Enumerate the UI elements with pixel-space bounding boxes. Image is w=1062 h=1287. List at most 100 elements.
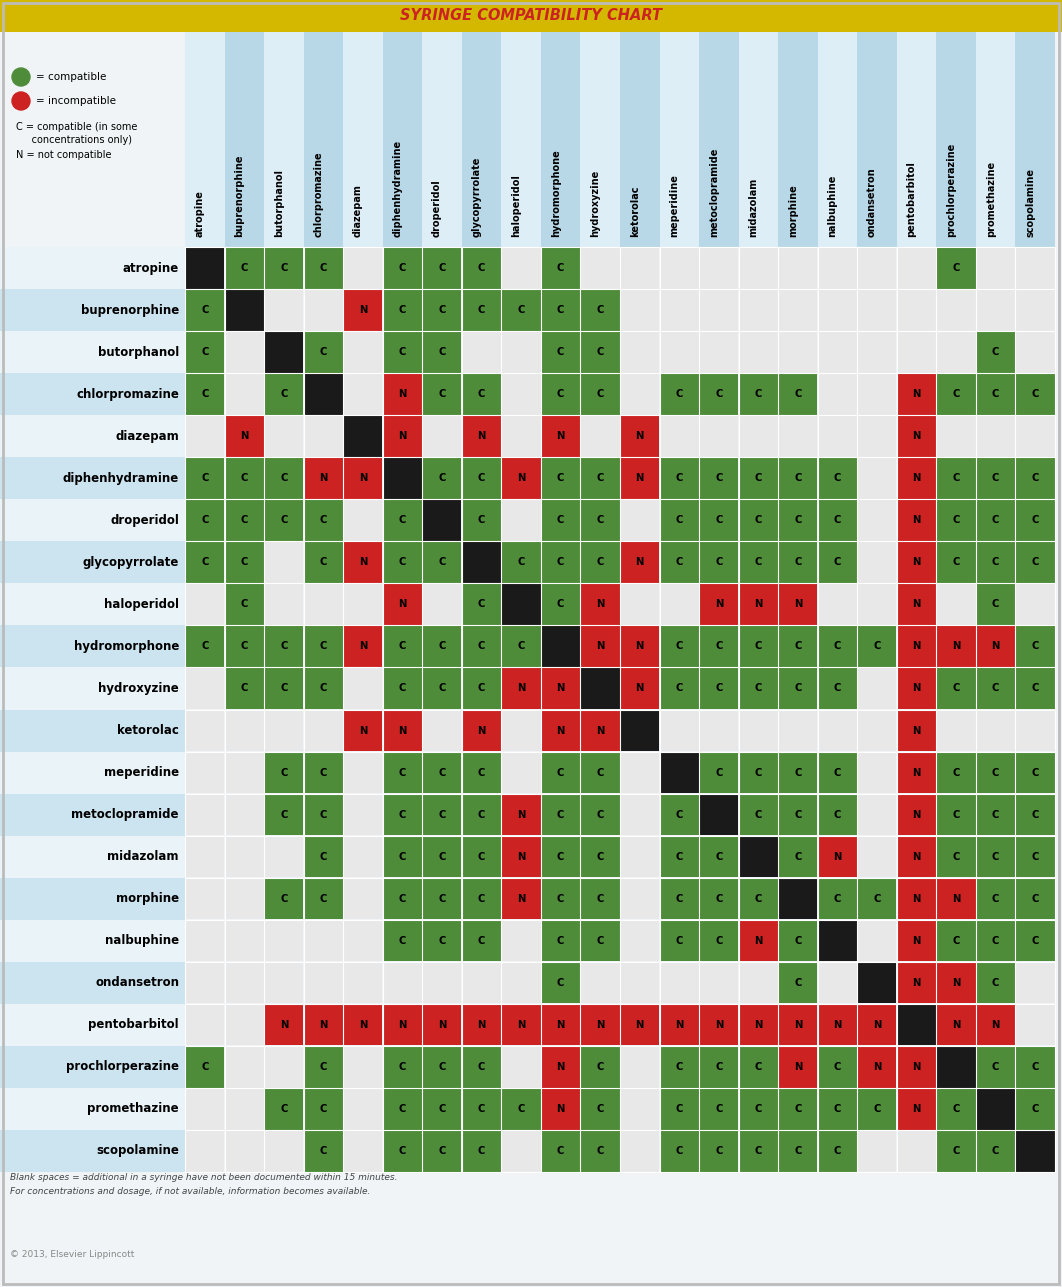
FancyBboxPatch shape bbox=[462, 963, 501, 1004]
FancyBboxPatch shape bbox=[818, 668, 857, 709]
FancyBboxPatch shape bbox=[383, 625, 422, 667]
Text: C: C bbox=[834, 810, 841, 820]
FancyBboxPatch shape bbox=[186, 668, 224, 709]
FancyBboxPatch shape bbox=[858, 373, 896, 414]
FancyBboxPatch shape bbox=[778, 373, 818, 414]
FancyBboxPatch shape bbox=[778, 32, 818, 247]
FancyBboxPatch shape bbox=[0, 1130, 185, 1172]
Text: N: N bbox=[754, 1019, 763, 1030]
Text: C: C bbox=[953, 474, 960, 483]
Text: C: C bbox=[1031, 767, 1039, 777]
Text: N: N bbox=[398, 600, 407, 609]
FancyBboxPatch shape bbox=[501, 499, 541, 541]
FancyBboxPatch shape bbox=[897, 1004, 936, 1045]
FancyBboxPatch shape bbox=[264, 332, 304, 373]
Text: scopolamine: scopolamine bbox=[97, 1144, 179, 1157]
FancyBboxPatch shape bbox=[1016, 920, 1055, 961]
FancyBboxPatch shape bbox=[660, 416, 699, 457]
FancyBboxPatch shape bbox=[304, 668, 343, 709]
FancyBboxPatch shape bbox=[581, 963, 619, 1004]
FancyBboxPatch shape bbox=[660, 332, 699, 373]
FancyBboxPatch shape bbox=[264, 247, 304, 288]
Text: C: C bbox=[556, 557, 564, 568]
Text: C: C bbox=[715, 474, 722, 483]
Text: C: C bbox=[399, 641, 406, 651]
Text: C: C bbox=[241, 683, 249, 694]
Text: C: C bbox=[478, 474, 485, 483]
FancyBboxPatch shape bbox=[897, 332, 936, 373]
FancyBboxPatch shape bbox=[542, 499, 580, 541]
Text: C: C bbox=[1031, 936, 1039, 946]
Text: C: C bbox=[478, 305, 485, 315]
FancyBboxPatch shape bbox=[423, 32, 462, 247]
Text: N: N bbox=[438, 1019, 446, 1030]
Text: = compatible: = compatible bbox=[36, 72, 106, 82]
FancyBboxPatch shape bbox=[225, 1046, 263, 1088]
FancyBboxPatch shape bbox=[383, 710, 422, 752]
FancyBboxPatch shape bbox=[304, 247, 343, 288]
Text: C: C bbox=[597, 852, 604, 862]
FancyBboxPatch shape bbox=[423, 1130, 461, 1171]
FancyBboxPatch shape bbox=[423, 458, 461, 499]
Text: C: C bbox=[399, 683, 406, 694]
FancyBboxPatch shape bbox=[542, 920, 580, 961]
FancyBboxPatch shape bbox=[344, 499, 382, 541]
FancyBboxPatch shape bbox=[976, 1046, 1015, 1088]
FancyBboxPatch shape bbox=[423, 1046, 461, 1088]
Text: C: C bbox=[992, 515, 999, 525]
FancyBboxPatch shape bbox=[304, 290, 343, 331]
FancyBboxPatch shape bbox=[818, 710, 857, 752]
FancyBboxPatch shape bbox=[660, 373, 699, 414]
Text: C: C bbox=[439, 767, 446, 777]
Text: atropine: atropine bbox=[123, 261, 179, 274]
FancyBboxPatch shape bbox=[542, 878, 580, 919]
FancyBboxPatch shape bbox=[778, 710, 818, 752]
Text: ketorolac: ketorolac bbox=[117, 725, 179, 737]
FancyBboxPatch shape bbox=[976, 584, 1015, 625]
FancyBboxPatch shape bbox=[897, 1046, 936, 1088]
FancyBboxPatch shape bbox=[0, 961, 185, 1004]
FancyBboxPatch shape bbox=[1016, 837, 1055, 878]
FancyBboxPatch shape bbox=[620, 837, 660, 878]
Text: prochlorperazine: prochlorperazine bbox=[946, 143, 956, 237]
Text: hydroxyzine: hydroxyzine bbox=[99, 682, 179, 695]
FancyBboxPatch shape bbox=[937, 794, 976, 835]
FancyBboxPatch shape bbox=[1016, 1046, 1055, 1088]
Text: C: C bbox=[755, 893, 763, 903]
FancyBboxPatch shape bbox=[700, 499, 738, 541]
FancyBboxPatch shape bbox=[542, 1089, 580, 1130]
Text: N: N bbox=[754, 600, 763, 609]
Text: C: C bbox=[755, 515, 763, 525]
Text: C: C bbox=[992, 1062, 999, 1072]
FancyBboxPatch shape bbox=[225, 710, 263, 752]
Text: glycopyrrolate: glycopyrrolate bbox=[83, 556, 179, 569]
FancyBboxPatch shape bbox=[778, 1130, 818, 1171]
Text: diphenhydramine: diphenhydramine bbox=[63, 472, 179, 485]
FancyBboxPatch shape bbox=[778, 247, 818, 288]
FancyBboxPatch shape bbox=[501, 1089, 541, 1130]
FancyBboxPatch shape bbox=[264, 458, 304, 499]
Text: C: C bbox=[478, 600, 485, 609]
FancyBboxPatch shape bbox=[897, 668, 936, 709]
Circle shape bbox=[12, 91, 30, 109]
FancyBboxPatch shape bbox=[344, 1089, 382, 1130]
FancyBboxPatch shape bbox=[383, 752, 422, 793]
FancyBboxPatch shape bbox=[620, 752, 660, 793]
FancyBboxPatch shape bbox=[976, 752, 1015, 793]
FancyBboxPatch shape bbox=[344, 668, 382, 709]
Text: N = not compatible: N = not compatible bbox=[16, 151, 112, 160]
Text: N: N bbox=[635, 431, 644, 441]
FancyBboxPatch shape bbox=[858, 1004, 896, 1045]
Text: C: C bbox=[794, 936, 802, 946]
FancyBboxPatch shape bbox=[186, 752, 224, 793]
FancyBboxPatch shape bbox=[423, 752, 461, 793]
FancyBboxPatch shape bbox=[462, 499, 501, 541]
FancyBboxPatch shape bbox=[620, 963, 660, 1004]
FancyBboxPatch shape bbox=[264, 32, 304, 247]
Text: N: N bbox=[359, 641, 367, 651]
FancyBboxPatch shape bbox=[818, 373, 857, 414]
FancyBboxPatch shape bbox=[620, 794, 660, 835]
Text: N: N bbox=[556, 1104, 565, 1115]
FancyBboxPatch shape bbox=[344, 1004, 382, 1045]
FancyBboxPatch shape bbox=[224, 32, 264, 247]
